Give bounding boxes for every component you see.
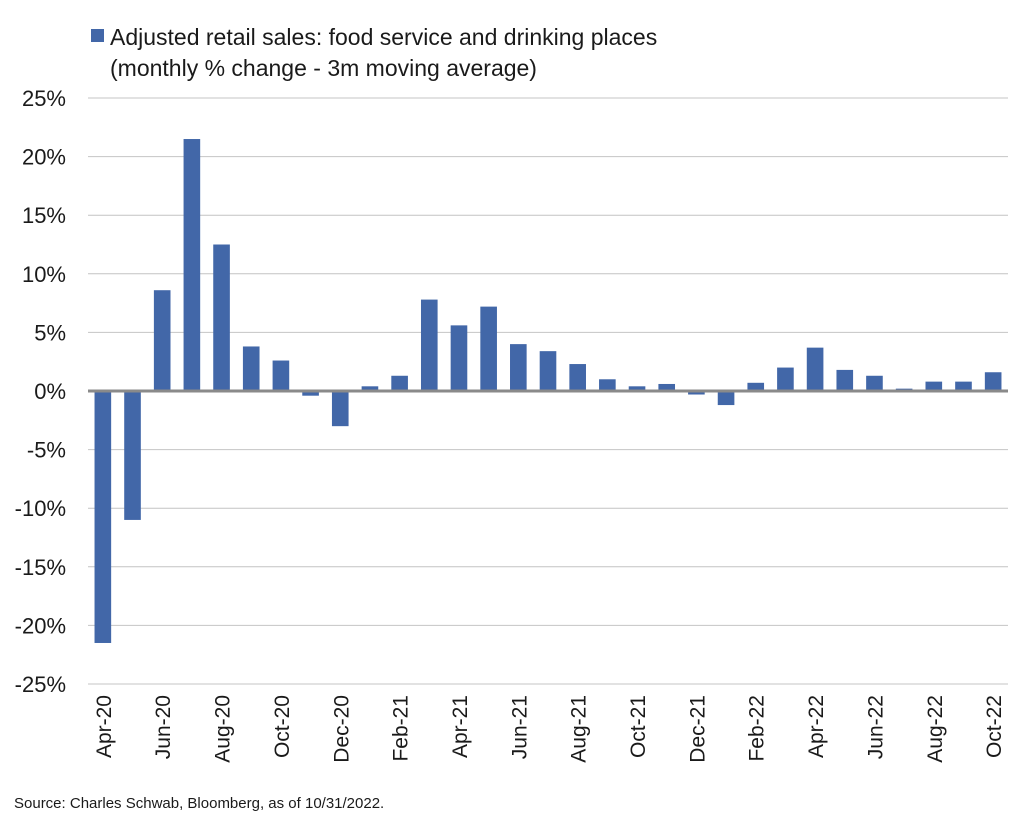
bar [331,391,349,427]
x-axis-tick-labels: Apr-20 Jun-20 Aug-20 Oct-20 Dec-20 Feb-21 Apr-… [93,695,1006,763]
y-tick-label: -10% [15,496,66,521]
bar [984,372,1002,391]
bar [569,364,586,391]
x-tick-label: Jun-22 [864,695,887,759]
bar [658,383,676,391]
bar [450,325,468,391]
x-tick-label: Apr-21 [449,695,472,758]
x-tick-label: Oct-22 [983,695,1006,758]
x-tick-label: Dec-21 [686,695,709,763]
bar [302,391,319,396]
y-tick-label: -20% [15,613,66,638]
x-tick-label: Oct-21 [627,695,650,758]
bar [599,379,616,391]
bar [242,346,260,391]
bar [361,386,379,391]
x-tick-label: Jun-21 [508,695,531,759]
y-tick-label: 15% [22,203,66,228]
bar [420,299,438,391]
bar [94,391,112,643]
x-tick-label: Apr-20 [93,695,116,758]
x-tick-label: Aug-20 [212,695,235,763]
bar [717,391,735,406]
x-tick-label: Dec-20 [330,695,353,763]
x-tick-label: Aug-22 [924,695,947,763]
bar [955,381,972,391]
y-tick-label: 5% [34,320,66,345]
bar [183,139,201,391]
bar [272,360,290,391]
bar [510,344,527,391]
bar [391,375,408,391]
x-tick-label: Jun-20 [152,695,175,759]
legend-label-line1: Adjusted retail sales: food service and … [110,24,657,50]
bar [925,381,943,391]
x-tick-label: Feb-21 [390,695,413,762]
bar [688,391,705,395]
y-tick-label: 10% [22,262,66,287]
y-axis-tick-labels: 25% 20% 15% 10% 5% 0% -5% -10% -15% -20% -25% [15,86,66,697]
y-tick-label: -15% [15,555,66,580]
bar [628,386,646,391]
bar [480,306,497,391]
legend: Adjusted retail sales: food service and … [91,24,657,81]
x-tick-label: Apr-22 [805,695,828,758]
bar [539,351,557,391]
bar [124,391,141,520]
source-note: Source: Charles Schwab, Bloomberg, as of… [14,795,385,812]
bar [836,369,854,391]
legend-swatch [91,29,104,42]
bar [153,290,171,391]
chart: Adjusted retail sales: food service and … [15,24,1008,763]
y-tick-label: 20% [22,145,66,170]
bar [777,367,794,391]
x-tick-label: Aug-21 [568,695,591,763]
y-tick-label: -5% [27,438,66,463]
bar [213,244,230,391]
gridlines [88,97,1008,685]
bars [94,139,1002,643]
y-tick-label: 0% [34,379,66,404]
bar [747,382,765,391]
legend-label-line2: (monthly % change - 3m moving average) [110,55,537,81]
bar [866,375,883,391]
x-tick-label: Feb-22 [746,695,769,762]
bar [806,347,824,391]
y-tick-label: 25% [22,86,66,111]
y-tick-label: -25% [15,672,66,697]
x-tick-label: Oct-20 [271,695,294,758]
